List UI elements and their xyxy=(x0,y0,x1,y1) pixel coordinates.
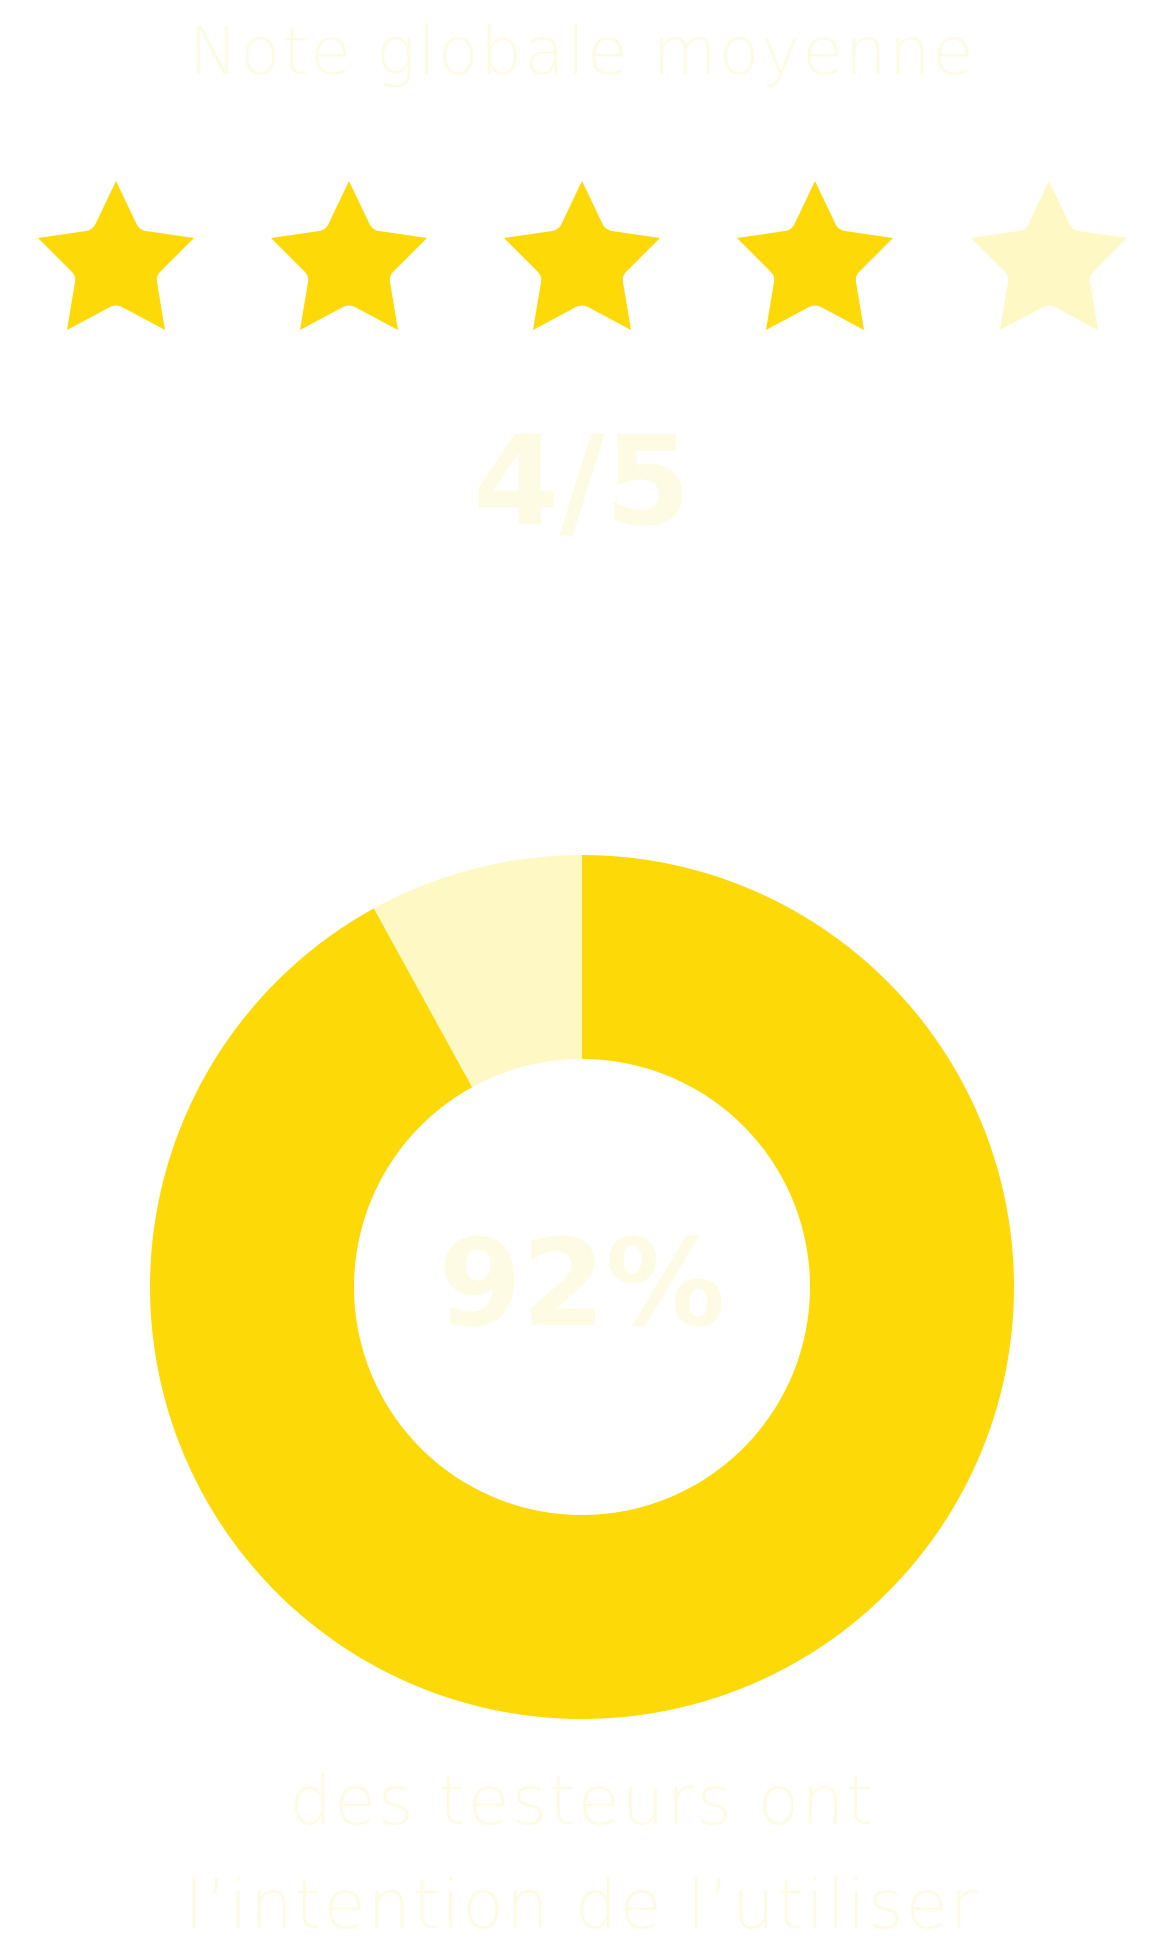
donut-chart-svg xyxy=(150,855,1014,1719)
caption-line-1: des testeurs ont xyxy=(289,1762,875,1841)
star-icon xyxy=(735,175,895,335)
rating-score: 4/5 xyxy=(473,410,691,554)
star-icon xyxy=(269,175,429,335)
star-rating xyxy=(0,175,1164,335)
star-icon xyxy=(36,175,196,335)
star-icon xyxy=(502,175,662,335)
donut-center-value: 92% xyxy=(438,1215,726,1354)
page-title: Note globale moyenne xyxy=(188,13,976,90)
donut-chart xyxy=(150,855,1014,1719)
donut-slice-1 xyxy=(150,855,1014,1719)
caption-line-2: l’intention de l’utiliser xyxy=(184,1866,980,1945)
star-icon xyxy=(969,175,1129,335)
donut-slice-2 xyxy=(373,855,582,1088)
